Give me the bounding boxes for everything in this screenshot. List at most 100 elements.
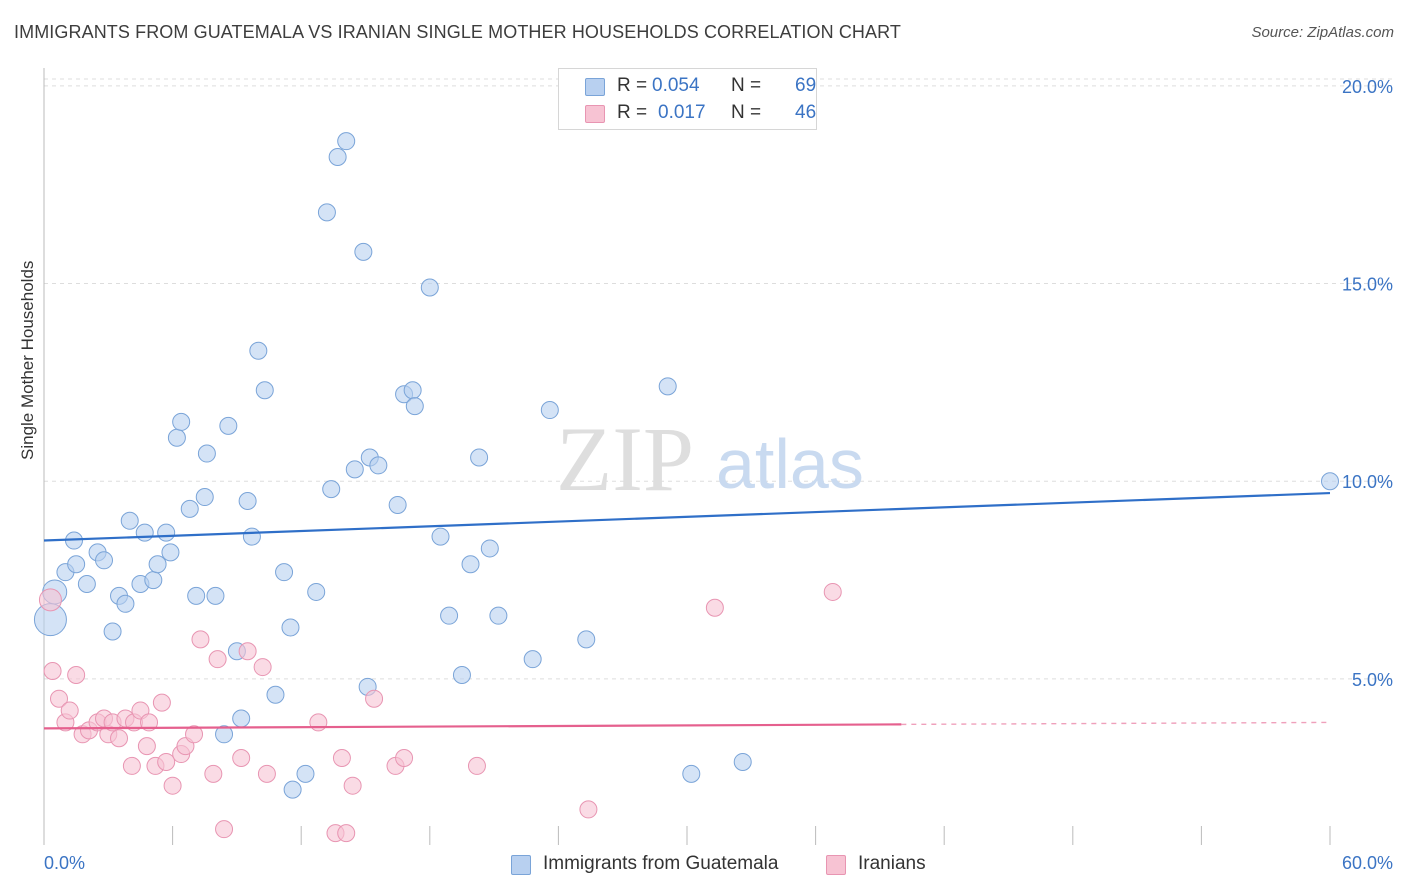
point-guatemala (238, 491, 257, 510)
point-guatemala (242, 527, 261, 546)
point-iranian (50, 689, 69, 708)
point-iranian (395, 749, 414, 768)
r-value: 0.054 (652, 75, 700, 96)
point-guatemala (1321, 472, 1339, 491)
point-guatemala (461, 555, 480, 574)
source-credit: Source: ZipAtlas.com (1251, 24, 1394, 41)
point-iranian (43, 662, 62, 681)
point-iranian (38, 588, 62, 612)
point-iranian (185, 725, 204, 744)
point-guatemala (388, 495, 407, 514)
point-iranian (309, 713, 328, 732)
point-guatemala (307, 582, 326, 601)
point-guatemala (148, 555, 167, 574)
point-iranian (191, 630, 210, 649)
trend-line-1 (43, 723, 902, 730)
point-iranian (163, 776, 182, 795)
y-tick-label: 15.0% (1342, 275, 1393, 295)
point-guatemala (281, 618, 300, 637)
point-guatemala (266, 685, 285, 704)
point-guatemala (195, 488, 214, 507)
point-guatemala (577, 630, 596, 649)
tick-labels: 5.0% 10.0% 15.0% 20.0% 0.0% 60.0% (44, 77, 1393, 873)
point-iranian (137, 737, 156, 756)
point-iranian (337, 824, 356, 843)
point-iranian (467, 756, 486, 775)
point-guatemala (103, 622, 122, 641)
data-points (33, 132, 1339, 843)
point-iranian (140, 713, 159, 732)
point-guatemala (405, 397, 424, 416)
grid-lines (44, 78, 1392, 680)
r-label: R = (617, 75, 648, 96)
point-guatemala (328, 147, 347, 166)
point-iranian (204, 764, 223, 783)
point-guatemala (345, 460, 364, 479)
point-guatemala (733, 752, 752, 771)
point-iranian (208, 650, 227, 669)
point-guatemala (440, 606, 459, 625)
r-label: R = (617, 102, 648, 123)
point-guatemala (135, 523, 154, 542)
swatch-blue (511, 855, 531, 875)
point-guatemala (116, 594, 135, 613)
point-guatemala (275, 563, 294, 582)
point-guatemala (420, 278, 439, 297)
y-axis-label: Single Mother Households (18, 260, 37, 460)
point-iranian (253, 658, 272, 677)
point-guatemala (120, 511, 139, 530)
point-guatemala (337, 132, 356, 151)
correlation-legend: R = 0.054 N = 69 R = 0.017 N = 46 (558, 68, 817, 130)
watermark-atlas: atlas (716, 425, 864, 503)
point-iranian (232, 749, 251, 768)
point-guatemala (77, 575, 96, 594)
point-guatemala (144, 571, 163, 590)
point-guatemala (283, 780, 302, 799)
point-iranian (343, 776, 362, 795)
point-guatemala (167, 428, 186, 447)
trend-line-0 (43, 491, 1331, 542)
trend-lines (43, 491, 1331, 730)
point-guatemala (255, 381, 274, 400)
point-iranian (579, 800, 598, 819)
point-iranian (823, 582, 842, 601)
point-guatemala (523, 650, 542, 669)
series-legend: Immigrants from Guatemala Iranians (0, 852, 1406, 878)
swatch-blue (585, 78, 605, 96)
y-tick-label: 10.0% (1342, 472, 1393, 492)
point-guatemala (431, 527, 450, 546)
point-guatemala (682, 764, 701, 783)
point-guatemala (206, 586, 225, 605)
swatch-pink (585, 105, 605, 123)
point-guatemala (187, 586, 206, 605)
point-guatemala (403, 381, 422, 400)
point-guatemala (197, 444, 216, 463)
point-guatemala (658, 377, 677, 396)
point-iranian (152, 693, 171, 712)
point-iranian (122, 756, 141, 775)
point-guatemala (489, 606, 508, 625)
point-guatemala (215, 725, 234, 744)
point-iranian (365, 689, 384, 708)
point-iranian (705, 598, 724, 617)
point-guatemala (470, 448, 489, 467)
point-iranian (238, 642, 257, 661)
point-iranian (110, 729, 129, 748)
watermark: ZIP atlas (556, 408, 864, 510)
point-guatemala (172, 412, 191, 431)
axes (43, 68, 1331, 845)
x-tick-label: 0.0% (44, 853, 85, 873)
point-guatemala (296, 764, 315, 783)
chart-title: IMMIGRANTS FROM GUATEMALA VS IRANIAN SIN… (14, 22, 902, 42)
legend-label: Immigrants from Guatemala (543, 853, 779, 874)
point-iranian (215, 820, 234, 839)
point-guatemala (219, 416, 238, 435)
n-label: N = (731, 75, 762, 96)
swatch-pink (826, 855, 846, 875)
point-guatemala (452, 665, 471, 684)
point-guatemala (540, 401, 559, 420)
point-guatemala (232, 709, 251, 728)
point-guatemala (67, 555, 86, 574)
n-value: 46 (795, 102, 817, 123)
